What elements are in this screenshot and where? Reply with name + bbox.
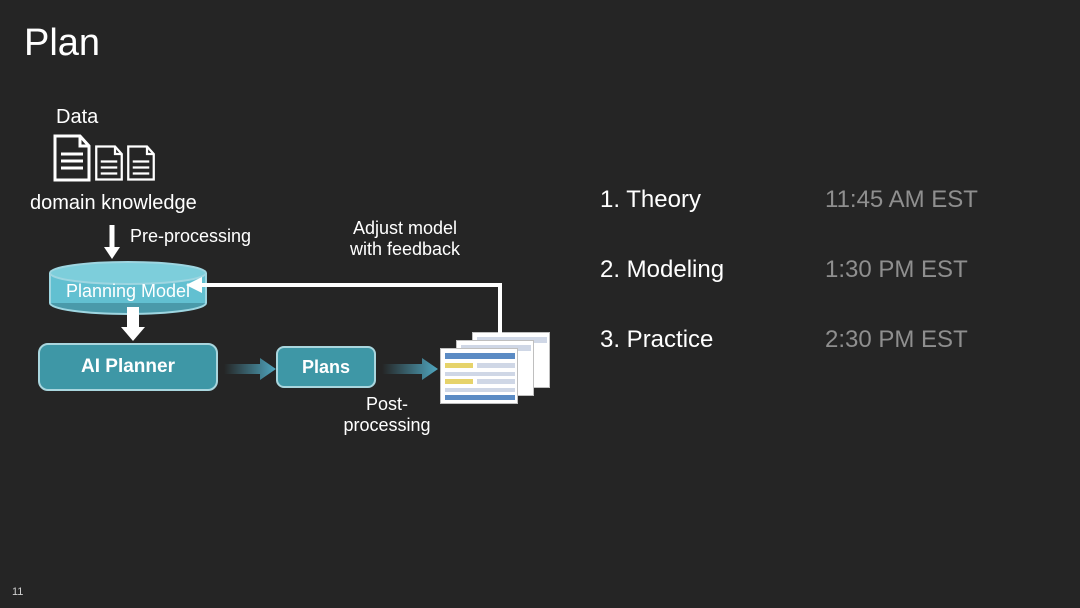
arrow-feedback bbox=[180, 260, 520, 340]
feedback-label: Adjust modelwith feedback bbox=[320, 218, 490, 259]
data-label: Data bbox=[56, 106, 98, 129]
schedule-label: 3. Practice bbox=[600, 326, 825, 354]
schedule-time: 11:45 AM EST bbox=[825, 186, 978, 214]
arrow-aiplanner-plans bbox=[224, 356, 278, 387]
schedule-row: 2. Modeling 1:30 PM EST bbox=[600, 256, 1040, 284]
plans-label: Plans bbox=[302, 357, 350, 378]
plans-node: Plans bbox=[276, 346, 376, 388]
schedule-label: 1. Theory bbox=[600, 186, 825, 214]
planning-model-label: Planning Model bbox=[66, 281, 190, 301]
postprocessing-label: Post-processing bbox=[332, 394, 442, 435]
schedule-list: 1. Theory 11:45 AM EST 2. Modeling 1:30 … bbox=[600, 186, 1040, 396]
preprocessing-arrow bbox=[100, 223, 124, 266]
schedule-row: 1. Theory 11:45 AM EST bbox=[600, 186, 1040, 214]
preprocessing-label: Pre-processing bbox=[130, 226, 251, 247]
domain-knowledge-label: domain knowledge bbox=[30, 192, 197, 215]
ai-planner-node: AI Planner bbox=[38, 343, 218, 391]
schedule-time: 2:30 PM EST bbox=[825, 326, 968, 354]
planning-model-node: Planning Model bbox=[48, 263, 208, 307]
schedule-time: 1:30 PM EST bbox=[825, 256, 968, 284]
arrow-planningmodel-aiplanner bbox=[118, 307, 148, 348]
ui-output-stack bbox=[440, 332, 560, 402]
document-icon bbox=[52, 134, 92, 182]
ai-planner-label: AI Planner bbox=[81, 356, 175, 378]
page-number: 11 bbox=[12, 586, 23, 598]
flow-diagram: Data bbox=[30, 100, 570, 460]
schedule-row: 3. Practice 2:30 PM EST bbox=[600, 326, 1040, 354]
document-icon-stack bbox=[52, 134, 156, 182]
document-icon bbox=[94, 134, 124, 182]
document-icon bbox=[126, 134, 156, 182]
slide-title: Plan bbox=[24, 22, 100, 65]
arrow-plans-screens bbox=[382, 356, 440, 387]
schedule-label: 2. Modeling bbox=[600, 256, 825, 284]
